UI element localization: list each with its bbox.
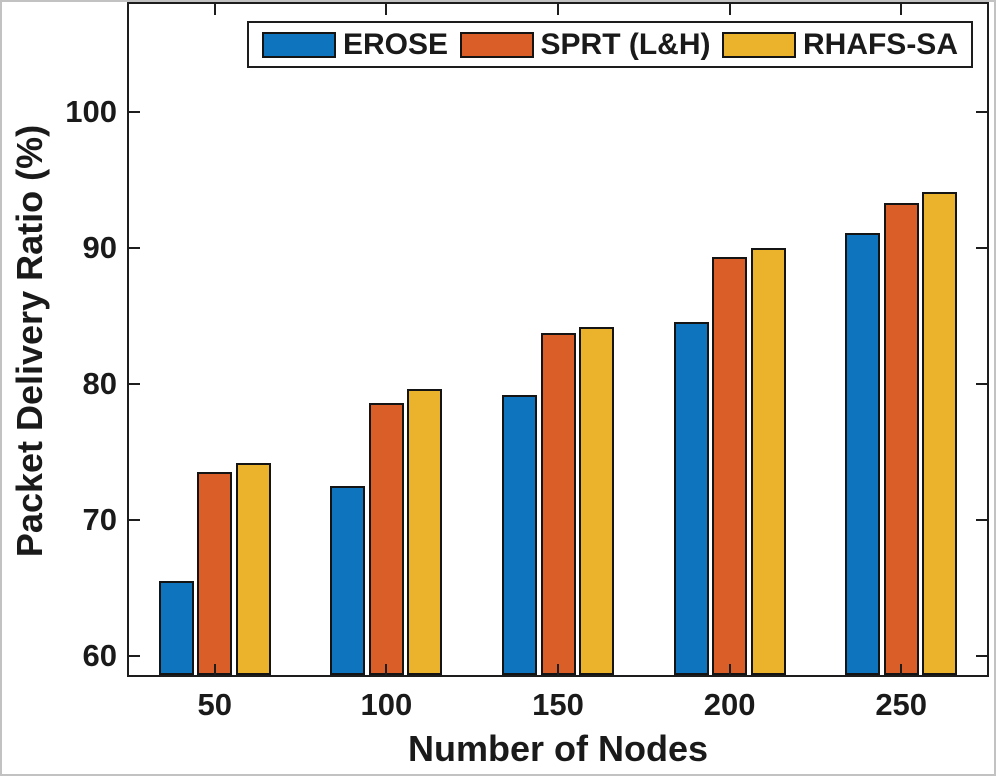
x-tick-label-250: 250 (875, 687, 928, 722)
y-tick-label-70: 70 (82, 501, 117, 537)
x-tick-bottom (385, 664, 388, 675)
bar-sprt-l-h-250 (883, 202, 919, 675)
y-tick-right (976, 246, 987, 249)
y-tick-left (129, 654, 140, 657)
bar-erose-50 (158, 581, 194, 675)
x-tick-label-200: 200 (703, 687, 756, 722)
legend-item-erose: EROSE (262, 27, 449, 61)
x-tick-top (557, 4, 559, 15)
x-tick-top (385, 4, 388, 15)
y-tick-left (129, 382, 140, 385)
erose-swatch-icon (262, 31, 336, 58)
bar-rhafs-sa-250 (922, 191, 958, 675)
legend-label-sprt: SPRT (L&H) (540, 27, 711, 61)
x-axis-label: Number of Nodes (407, 728, 709, 769)
x-tick-bottom (728, 664, 731, 675)
bar-sprt-l-h-100 (368, 402, 404, 675)
x-tick-bottom (213, 664, 216, 675)
y-tick-left (129, 246, 140, 249)
bar-sprt-l-h-200 (712, 257, 748, 675)
plot-box (127, 2, 989, 677)
x-tick-top (213, 4, 216, 15)
y-tick-left (129, 518, 140, 521)
y-tick-right (976, 518, 987, 521)
bar-erose-200 (673, 322, 709, 675)
legend-item-sprt: SPRT (L&H) (459, 27, 711, 61)
bar-rhafs-sa-150 (579, 326, 614, 675)
bar-sprt-l-h-150 (540, 333, 576, 675)
bar-erose-100 (330, 485, 366, 675)
bar-sprt-l-h-50 (197, 472, 233, 675)
y-tick-label-60: 60 (82, 637, 117, 673)
y-tick-label-90: 90 (82, 229, 117, 265)
bar-rhafs-sa-200 (750, 247, 786, 675)
y-tick-label-80: 80 (82, 365, 117, 401)
x-tick-label-50: 50 (197, 687, 233, 722)
x-tick-label-100: 100 (360, 687, 413, 722)
legend: EROSE SPRT (L&H) RHAFS-SA (247, 21, 973, 68)
y-tick-label-100: 100 (65, 93, 117, 129)
sprt-swatch-icon (459, 31, 534, 58)
y-tick-left (129, 110, 140, 113)
bar-erose-150 (502, 394, 537, 675)
legend-item-rhafs: RHAFS-SA (721, 27, 958, 61)
y-tick-right (976, 382, 987, 385)
x-tick-label-150: 150 (532, 687, 584, 722)
x-tick-bottom (557, 664, 559, 675)
plot-area (129, 4, 987, 675)
x-tick-top (900, 4, 903, 15)
y-tick-right (976, 654, 987, 657)
x-tick-top (728, 4, 731, 15)
bar-rhafs-sa-100 (407, 389, 443, 675)
rhafs-swatch-icon (721, 31, 796, 58)
legend-label-erose: EROSE (343, 27, 449, 61)
y-tick-right (976, 110, 987, 113)
bar-erose-250 (845, 232, 881, 675)
x-tick-bottom (900, 664, 903, 675)
legend-label-rhafs: RHAFS-SA (802, 27, 958, 61)
bar-rhafs-sa-50 (235, 462, 271, 675)
y-axis-label: Packet Delivery Ratio (%) (9, 124, 50, 558)
